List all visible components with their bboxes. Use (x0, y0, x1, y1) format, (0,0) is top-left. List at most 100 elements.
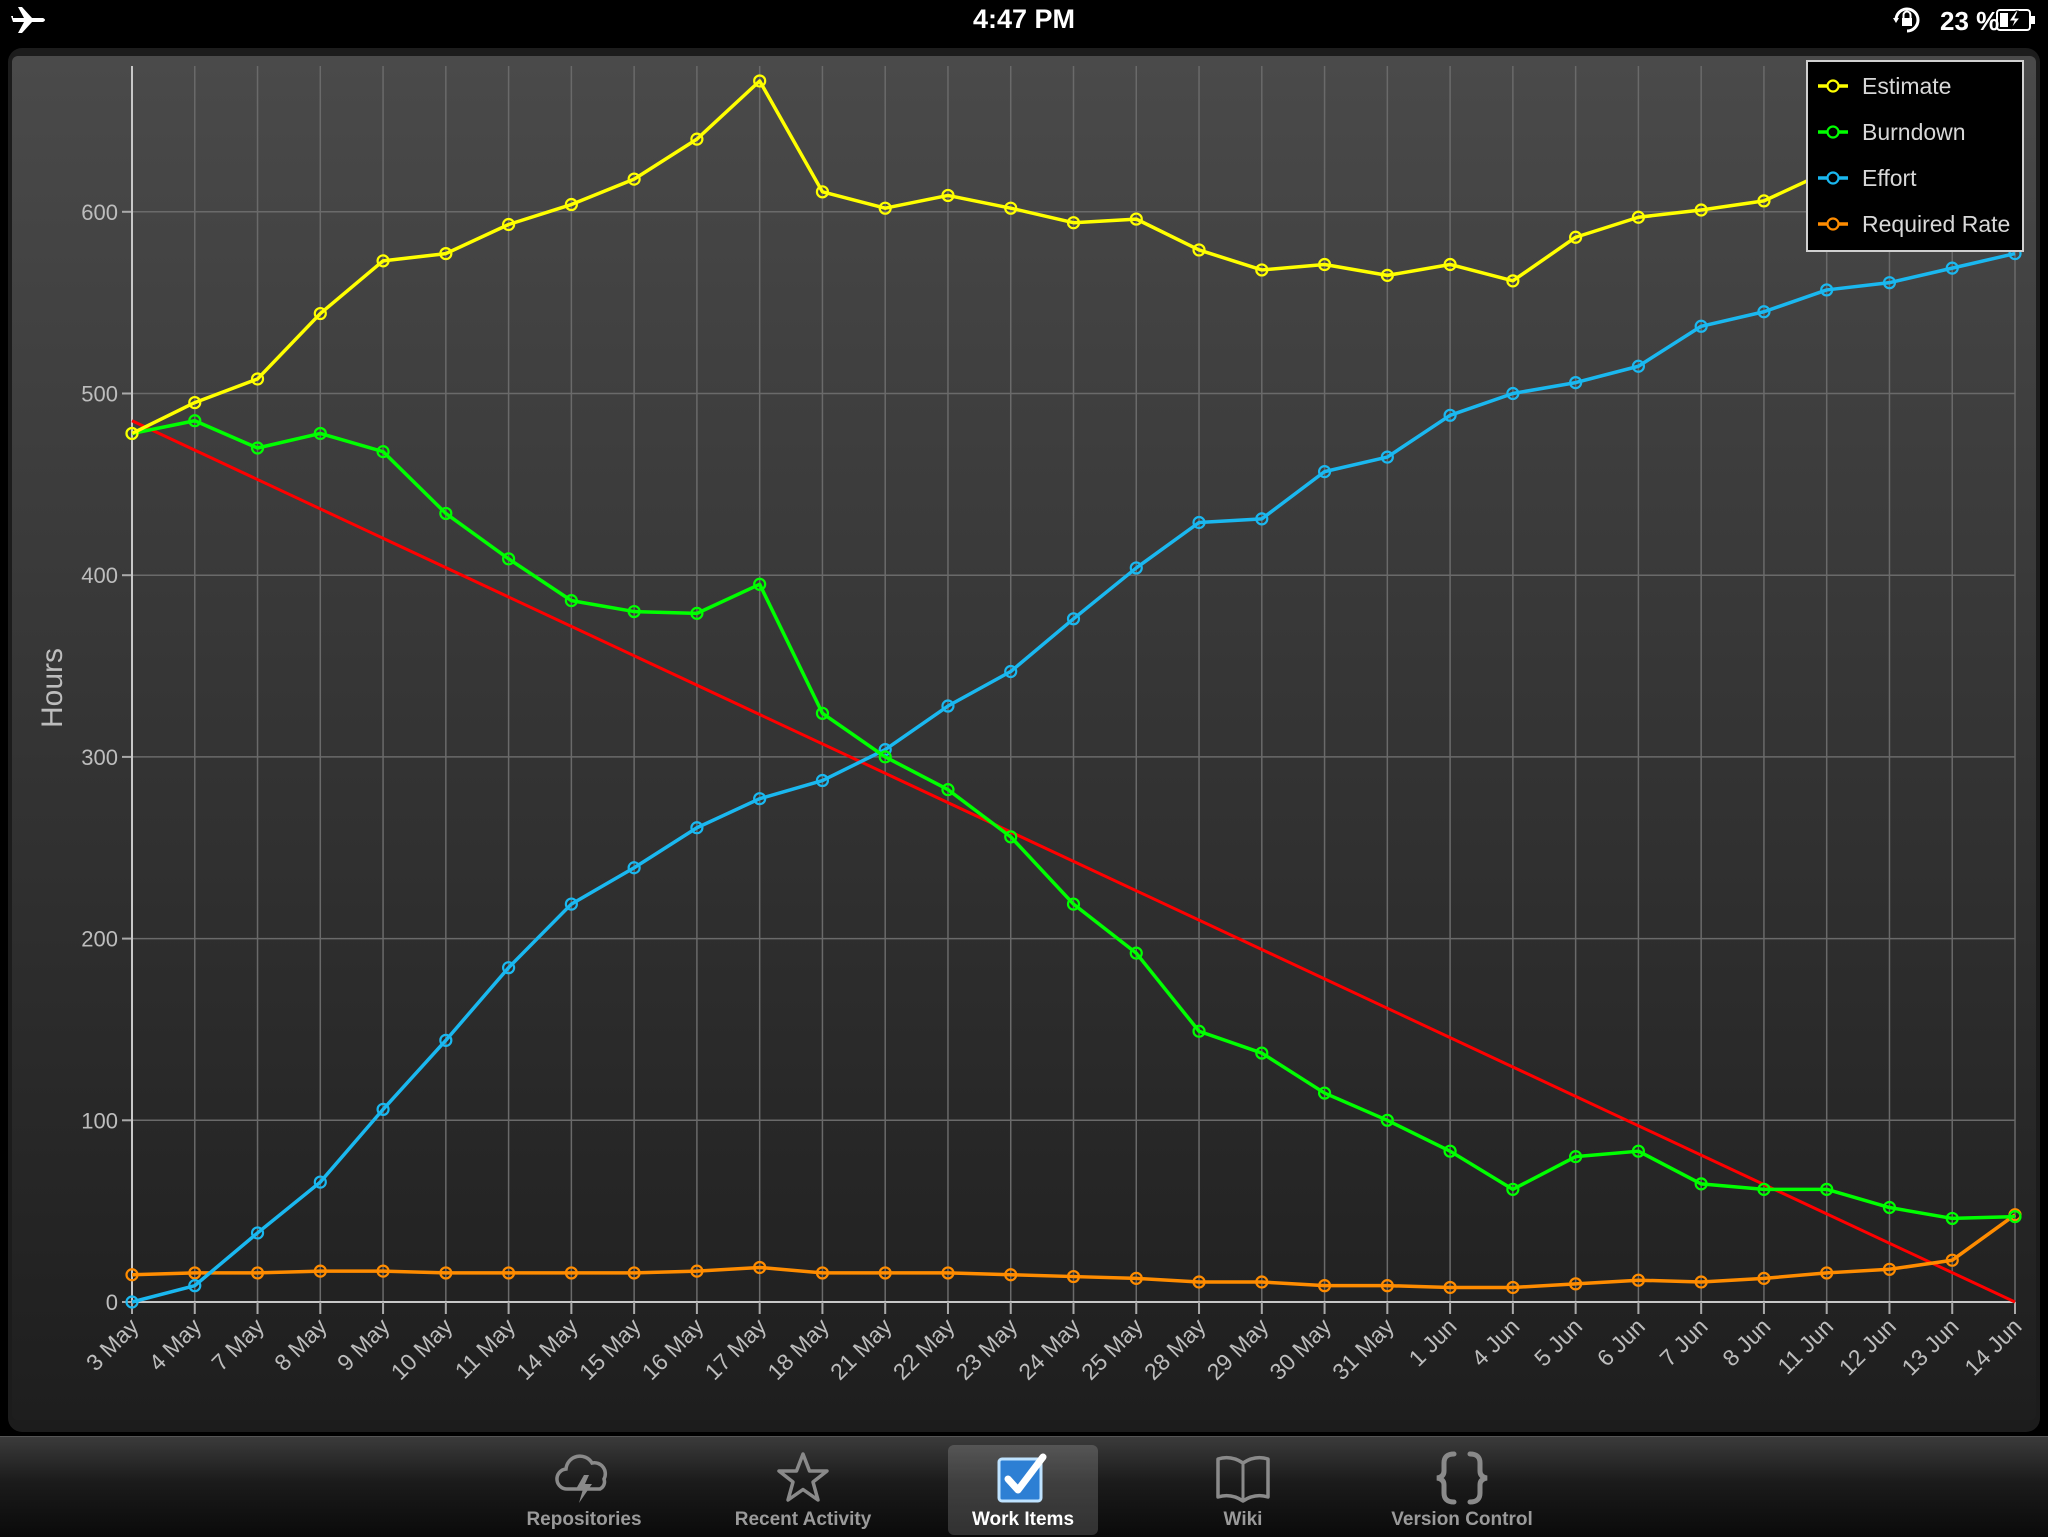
legend-box (1806, 60, 2024, 252)
data-point (439, 246, 453, 261)
data-point (313, 426, 327, 441)
data-point (1004, 664, 1018, 679)
data-point (941, 1266, 955, 1280)
data-point (564, 197, 578, 212)
tab-repositories[interactable]: Repositories (509, 1445, 659, 1535)
data-point (1631, 359, 1646, 373)
data-point (1317, 465, 1332, 479)
data-point (1004, 201, 1018, 215)
legend-label: Burndown (1862, 119, 1966, 145)
data-point (1694, 1275, 1708, 1289)
x-tick-label: 24 May (1013, 1313, 1085, 1385)
data-point (1066, 612, 1081, 626)
chart-legend: Estimate Burndown Effort Required Rate (1806, 60, 2024, 252)
data-point (1882, 1262, 1897, 1276)
data-point (188, 395, 202, 410)
data-point (376, 1102, 390, 1116)
x-tick-label: 7 Jun (1655, 1313, 1713, 1371)
data-point (627, 861, 641, 875)
data-point (627, 172, 641, 186)
tab-label: Recent Activity (734, 1509, 872, 1530)
data-point (627, 604, 641, 619)
data-point (1569, 1150, 1583, 1164)
data-point (878, 1266, 892, 1280)
star-icon (777, 1452, 829, 1502)
data-point (1569, 375, 1583, 390)
braces-icon (1436, 1451, 1488, 1505)
data-point (1380, 450, 1394, 464)
data-point (439, 1033, 453, 1047)
rotation-lock-icon (1893, 7, 1920, 33)
data-point (502, 217, 516, 232)
tab-work-items[interactable]: Work Items (948, 1445, 1098, 1535)
data-point (1506, 1280, 1520, 1295)
data-point (1569, 230, 1583, 244)
data-point (1380, 1113, 1394, 1127)
data-point (1506, 274, 1520, 288)
data-point (1882, 276, 1897, 290)
series-line-estimate (131, 79, 2016, 436)
data-point (1066, 897, 1081, 911)
data-point (2008, 1210, 2022, 1224)
data-point (941, 783, 955, 797)
data-point (1317, 1086, 1332, 1100)
data-point (1820, 1182, 1834, 1196)
data-point (815, 185, 830, 199)
data-point (125, 1295, 139, 1309)
x-tick-label: 1 Jun (1403, 1313, 1461, 1371)
data-point (690, 821, 704, 835)
data-point (313, 1175, 327, 1189)
y-tick-label: 0 (106, 1290, 118, 1315)
y-tick-label: 500 (81, 382, 118, 407)
data-point (1694, 203, 1708, 217)
data-point (125, 1268, 139, 1282)
tab-recent-activity[interactable]: Recent Activity (728, 1445, 878, 1535)
data-point (1506, 1182, 1520, 1196)
data-point (1569, 1277, 1583, 1291)
data-point (1004, 830, 1018, 844)
data-point (1066, 1269, 1081, 1284)
data-point (1631, 210, 1646, 224)
x-tick-label: 28 May (1139, 1313, 1211, 1385)
data-point (1129, 946, 1143, 960)
x-tick-label: 17 May (699, 1313, 771, 1385)
data-point (627, 1266, 641, 1280)
data-point (1757, 305, 1771, 319)
data-point (1506, 386, 1520, 401)
series-line-effort (131, 251, 2016, 1304)
data-point (690, 132, 704, 146)
legend-label: Estimate (1862, 73, 1951, 99)
x-tick-label: 14 Jun (1959, 1313, 2026, 1380)
y-tick-label: 300 (81, 745, 118, 770)
tab-version-control[interactable]: Version Control (1387, 1445, 1537, 1535)
data-point (1129, 1271, 1143, 1285)
data-point (250, 441, 265, 455)
data-point (1443, 1144, 1457, 1158)
tab-label: Version Control (1391, 1509, 1533, 1530)
data-point (1820, 283, 1834, 297)
data-point (376, 254, 390, 268)
data-point (753, 74, 767, 88)
data-point (1820, 1266, 1834, 1280)
data-point (1945, 1211, 1959, 1226)
x-tick-label: 7 May (206, 1313, 269, 1376)
data-point (1757, 1182, 1771, 1196)
data-point (1757, 194, 1771, 208)
data-point (439, 1266, 453, 1280)
data-point (1443, 257, 1457, 272)
data-point (690, 606, 704, 620)
data-point (313, 306, 327, 321)
tab-wiki[interactable]: Wiki (1168, 1445, 1318, 1535)
data-point (1380, 268, 1394, 282)
data-point (753, 1260, 767, 1275)
x-tick-label: 22 May (888, 1313, 960, 1385)
data-point (376, 1264, 390, 1278)
tab-label: Repositories (526, 1509, 642, 1530)
data-point (1631, 1144, 1646, 1158)
data-point (753, 577, 767, 591)
y-tick-label: 100 (81, 1108, 118, 1133)
data-point (125, 426, 139, 441)
x-tick-label: 29 May (1202, 1313, 1274, 1385)
x-tick-label: 4 May (144, 1313, 207, 1376)
data-point (941, 699, 955, 713)
